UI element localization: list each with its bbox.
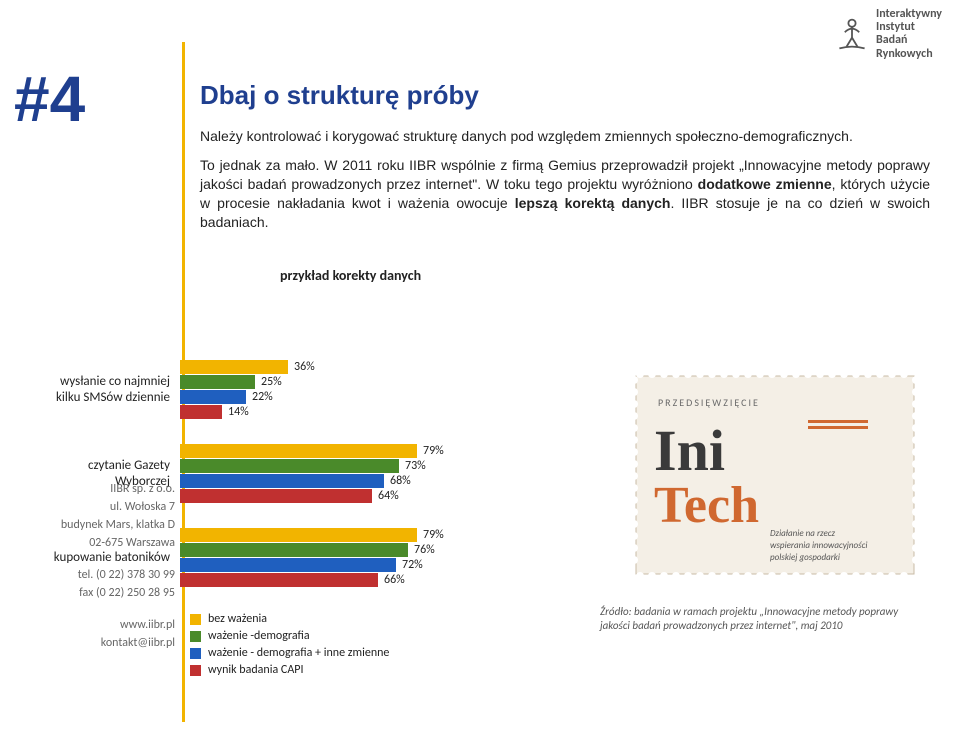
legend-label: bez ważenia	[208, 612, 267, 626]
bar	[180, 573, 378, 587]
initech-stamp: PRZEDSIĘWZIĘCIE Ini Tech Działanie na rz…	[630, 370, 920, 580]
bar-value-label: 79%	[423, 528, 444, 542]
legend-swatch	[190, 614, 201, 625]
bar-row: 72%	[180, 558, 560, 572]
legend-item: bez ważenia	[190, 612, 560, 626]
bar	[180, 459, 399, 473]
brand-logo: Interaktywny Instytut Badań Rynkowych	[834, 8, 942, 61]
text-bold: dodatkowe zmienne	[698, 176, 832, 192]
bar-stack: 36% 25%22%14%	[180, 360, 560, 420]
bar-row: 79%	[180, 444, 560, 458]
legend-label: ważenie -demografia	[208, 629, 310, 643]
bar-value-label: 36%	[294, 360, 315, 374]
bar	[180, 375, 255, 389]
chart-title: przykład korekty danych	[280, 267, 930, 284]
bar-row: 25%	[180, 375, 560, 389]
bar-value-label: 73%	[405, 459, 426, 473]
bar	[180, 405, 222, 419]
logo-line: Badań	[876, 34, 942, 47]
logo-text: Interaktywny Instytut Badań Rynkowych	[876, 8, 942, 61]
text-bold: lepszą korektą danych	[515, 195, 671, 211]
bar-value-label: 22%	[252, 390, 273, 404]
footer-line: IIBR sp. z o.o.	[30, 480, 175, 498]
footer-line: budynek Mars, klatka D	[30, 516, 175, 534]
bar-row: 73%	[180, 459, 560, 473]
legend-item: ważenie -demografia	[190, 629, 560, 643]
bar-value-label: 25%	[261, 375, 282, 389]
bar-row: 76%	[180, 543, 560, 557]
bar	[180, 558, 396, 572]
footer-line: 02-675 Warszawa	[30, 534, 175, 552]
bar	[180, 489, 372, 503]
svg-text:wspierania innowacyjności: wspierania innowacyjności	[770, 540, 867, 551]
bar-value-label: 68%	[390, 474, 411, 488]
chart-group: wysłanie co najmniej kilku SMSów dzienni…	[40, 360, 560, 420]
footer-web: www.iibr.pl kontakt@iibr.pl	[30, 616, 175, 652]
bar-row: 66%	[180, 573, 560, 587]
bar-value-label: 66%	[384, 573, 405, 587]
bar-value-label: 72%	[402, 558, 423, 572]
page-title: Dbaj o strukturę próby	[200, 80, 930, 111]
logo-line: Rynkowych	[876, 48, 942, 61]
logo-figure-icon	[834, 16, 870, 52]
bar-row: 79%	[180, 528, 560, 542]
chart-source-citation: Źródło: badania w ramach projektu „Innow…	[600, 605, 930, 634]
bar-stack: 79%73%68%64%	[180, 444, 560, 504]
svg-text:Działanie na rzecz: Działanie na rzecz	[770, 528, 836, 539]
bar-row: 36%	[180, 360, 560, 374]
paragraph: To jednak za mało. W 2011 roku IIBR wspó…	[200, 156, 930, 232]
chart-legend: bez ważenia ważenie -demografia ważenie - …	[190, 612, 560, 677]
main-content: Dbaj o strukturę próby Należy kontrolowa…	[200, 80, 930, 298]
legend-swatch	[190, 648, 201, 659]
bar-row: 64%	[180, 489, 560, 503]
footer-contact: IIBR sp. z o.o. ul. Wołoska 7 budynek Ma…	[30, 480, 175, 666]
legend-swatch	[190, 631, 201, 642]
bar-value-label: 76%	[414, 543, 435, 557]
footer-line: www.iibr.pl	[30, 616, 175, 634]
footer-line: ul. Wołoska 7	[30, 498, 175, 516]
bar-value-label: 79%	[423, 444, 444, 458]
paragraph: Należy kontrolować i korygować strukturę…	[200, 127, 930, 146]
stamp-tagline: PRZEDSIĘWZIĘCIE	[658, 396, 760, 409]
bar	[180, 360, 288, 374]
bar	[180, 444, 417, 458]
bar	[180, 390, 246, 404]
footer-line: kontakt@iibr.pl	[30, 634, 175, 652]
bar	[180, 474, 384, 488]
bar-value-label: 14%	[228, 405, 249, 419]
legend-label: wynik badania CAPI	[208, 663, 304, 677]
bar-value-label: 64%	[378, 489, 399, 503]
svg-text:polskiej gospodarki: polskiej gospodarki	[770, 552, 840, 563]
svg-text:Ini: Ini	[654, 418, 725, 483]
chart-group-label: wysłanie co najmniej kilku SMSów dzienni…	[40, 374, 180, 405]
bar	[180, 543, 408, 557]
footer-line: fax (0 22) 250 28 95	[30, 584, 175, 602]
bar-row: 22%	[180, 390, 560, 404]
footer-address: IIBR sp. z o.o. ul. Wołoska 7 budynek Ma…	[30, 480, 175, 552]
legend-item: wynik badania CAPI	[190, 663, 560, 677]
legend-label: ważenie - demografia + inne zmienne	[208, 646, 389, 660]
bar-row: 68%	[180, 474, 560, 488]
svg-text:Tech: Tech	[654, 477, 759, 534]
footer-phone: tel. (0 22) 378 30 99 fax (0 22) 250 28 …	[30, 566, 175, 602]
legend-swatch	[190, 665, 201, 676]
page-number: #4	[14, 62, 85, 136]
bar	[180, 528, 417, 542]
legend-item: ważenie - demografia + inne zmienne	[190, 646, 560, 660]
bar-row: 14%	[180, 405, 560, 419]
footer-line: tel. (0 22) 378 30 99	[30, 566, 175, 584]
bar-stack: 79%76%72%66%	[180, 528, 560, 588]
